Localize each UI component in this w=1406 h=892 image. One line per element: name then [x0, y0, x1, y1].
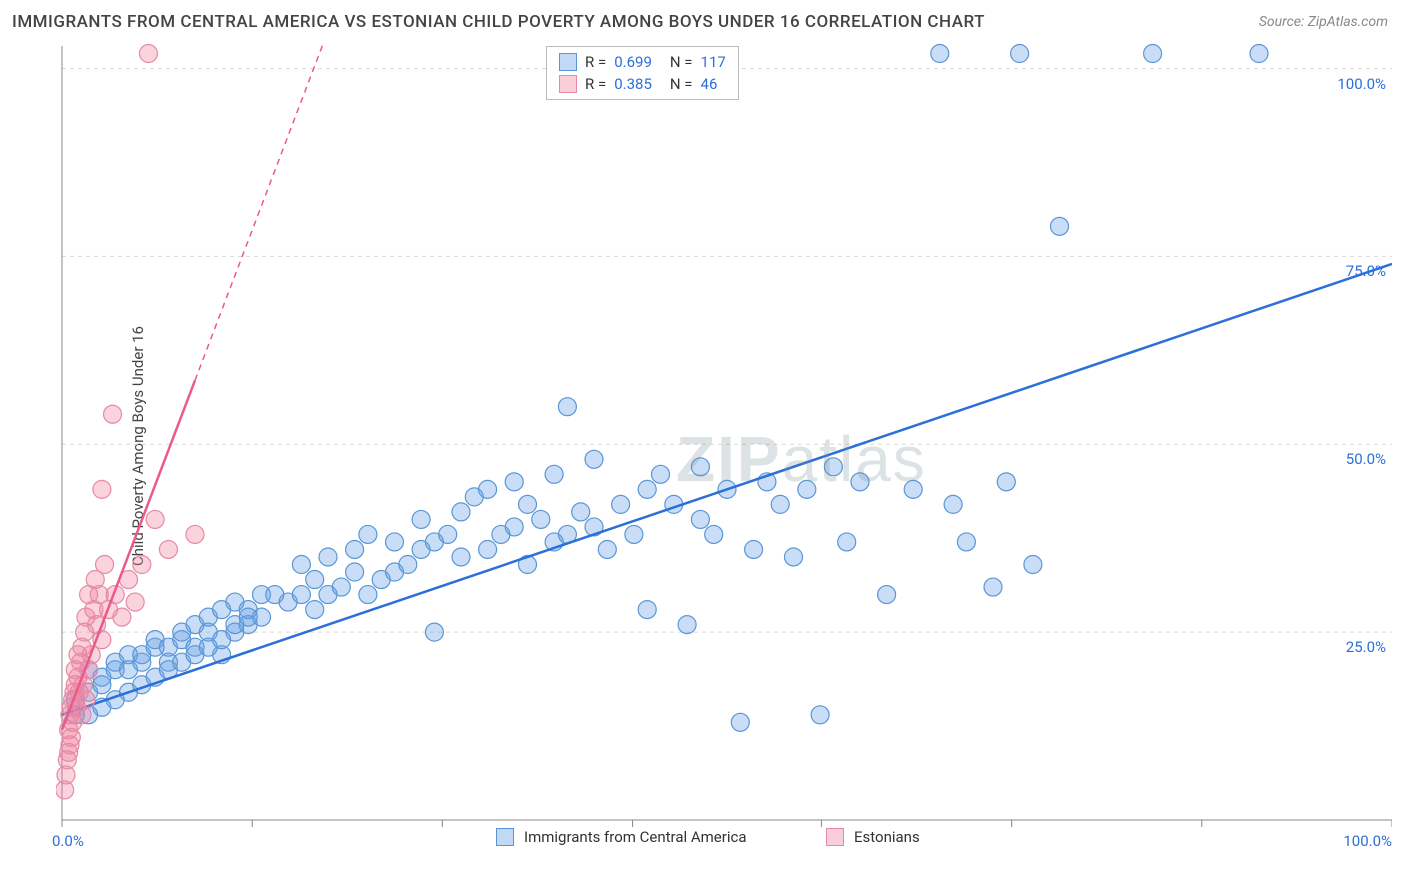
n-label: N =: [670, 53, 693, 71]
r-value: 0.385: [614, 75, 652, 93]
x-origin-label: 0.0%: [52, 832, 84, 850]
source-label: Source: ZipAtlas.com: [1259, 14, 1388, 30]
legend-label: Estonians: [854, 828, 920, 846]
series-legend-1: Immigrants from Central America: [496, 828, 747, 846]
n-label: N =: [670, 75, 693, 93]
chart-title: IMMIGRANTS FROM CENTRAL AMERICA VS ESTON…: [12, 12, 985, 32]
y-tick-label: 25.0%: [1346, 638, 1386, 656]
y-tick-label: 50.0%: [1346, 450, 1386, 468]
scatter-plot: ZIPatlas R =0.699N =117R =0.385N =46 25.…: [56, 42, 1392, 850]
series-legend-2: Estonians: [826, 828, 920, 846]
legend-swatch: [496, 828, 514, 846]
r-value: 0.699: [614, 53, 652, 71]
x-max-label: 100.0%: [1343, 832, 1392, 850]
y-tick-label: 75.0%: [1346, 262, 1386, 280]
n-value: 117: [701, 53, 726, 71]
legend-swatch: [826, 828, 844, 846]
legend-row: R = 0.385 N = 46: [559, 75, 726, 93]
chart-svg: [56, 42, 1392, 850]
legend-swatch: [559, 75, 577, 93]
legend-row: R = 0.699 N = 117: [559, 53, 726, 71]
r-label: R =: [585, 75, 606, 93]
y-tick-label: 100.0%: [1337, 75, 1386, 93]
legend-label: Immigrants from Central America: [524, 828, 747, 846]
legend-swatch: [559, 53, 577, 71]
correlation-legend: R = 0.699 N = 117 R = 0.385 N = 46: [546, 46, 739, 100]
n-value: 46: [701, 75, 718, 93]
r-label: R =: [585, 53, 606, 71]
